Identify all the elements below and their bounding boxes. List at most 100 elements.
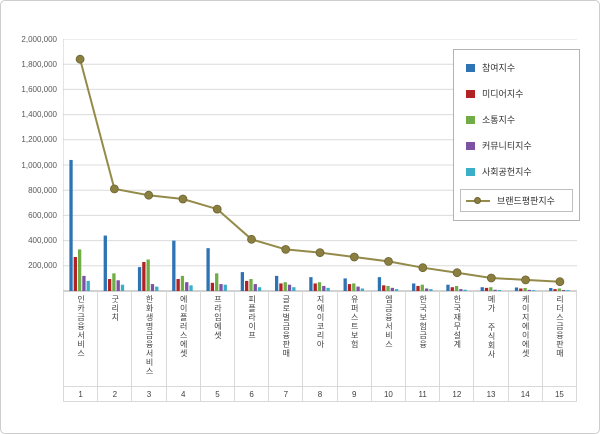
y-axis-label: 1,000,000 — [21, 160, 57, 170]
x-axis-category-labels: 인카금융서비스 굿리치 한화생명금융서비스 에이플러스에셋 프라임에셋 피플라이프 글로벌금… — [63, 291, 578, 387]
legend-item: 커뮤니티지수 — [466, 139, 567, 152]
category-label-text: 지에이코리아 — [316, 295, 326, 349]
bar-커뮤니티지수 — [322, 285, 326, 291]
bar-series-swatch-icon — [466, 141, 475, 150]
y-axis-label: 1,400,000 — [21, 110, 57, 120]
bar-사회공헌지수 — [497, 289, 502, 291]
legend-label: 사회공헌지수 — [482, 167, 532, 177]
line-marker — [384, 256, 393, 266]
bar-커뮤니티지수 — [390, 287, 394, 291]
bar-소통지수 — [523, 287, 527, 291]
bar-커뮤니티지수 — [116, 280, 120, 291]
category-label: 프라임에셋 — [201, 291, 236, 386]
rank-label: 6 — [235, 387, 270, 401]
bar-사회공헌지수 — [566, 290, 570, 291]
bar-소통지수 — [489, 287, 493, 291]
category-label-text: 굿리치 — [110, 295, 120, 322]
rank-label: 5 — [201, 387, 236, 401]
y-axis-label: 200,000 — [28, 261, 57, 271]
bar-series-swatch-icon — [466, 63, 475, 72]
bar-참여지수 — [309, 277, 313, 291]
bar-소통지수 — [215, 273, 219, 291]
bar-참여지수 — [514, 287, 519, 291]
category-label-text: 피플라이프 — [247, 295, 257, 340]
category-label-text: 리더스금융판매 — [555, 295, 565, 358]
bar-미디어지수 — [382, 285, 386, 291]
bar-소통지수 — [352, 283, 356, 291]
bar-커뮤니티지수 — [253, 284, 257, 291]
line-marker — [212, 204, 222, 214]
rank-label: 13 — [474, 387, 509, 401]
category-label-text: 유퍼스트보험 — [350, 295, 360, 349]
legend-item: 소통지수 — [466, 113, 567, 126]
rank-label: 9 — [338, 387, 372, 401]
bar-참여지수 — [240, 272, 245, 291]
rank-label: 3 — [132, 387, 167, 401]
category-label: 굿리치 — [98, 291, 133, 386]
line-marker — [418, 263, 428, 273]
bar-커뮤니티지수 — [82, 275, 86, 291]
y-axis-label: 1,800,000 — [21, 59, 57, 69]
bar-series-swatch-icon — [466, 115, 475, 124]
category-label: 한국재무설계 — [440, 291, 475, 386]
rank-label: 4 — [167, 387, 201, 401]
line-marker — [144, 190, 154, 200]
bar-미디어지수 — [519, 288, 523, 291]
line-marker — [315, 248, 325, 258]
category-label-text: 글로벌금융판매 — [281, 295, 291, 358]
bar-미디어지수 — [279, 283, 283, 291]
rank-label: 2 — [98, 387, 133, 401]
bar-미디어지수 — [210, 282, 215, 291]
bar-커뮤니티지수 — [287, 284, 292, 291]
y-axis-label: 800,000 — [28, 185, 57, 195]
bar-미디어지수 — [313, 283, 317, 291]
bar-참여지수 — [549, 287, 553, 291]
bar-소통지수 — [454, 285, 459, 291]
bar-미디어지수 — [553, 289, 557, 291]
bar-미디어지수 — [484, 287, 489, 291]
legend-label: 브랜드평판지수 — [497, 196, 555, 206]
category-label: 인카금융서비스 — [64, 291, 99, 386]
rank-label: 15 — [543, 387, 578, 401]
line-marker — [452, 268, 462, 278]
line-marker — [555, 277, 565, 287]
y-axis-label: 1,600,000 — [21, 84, 57, 94]
bar-참여지수 — [343, 278, 347, 291]
bar-사회공헌지수 — [257, 287, 262, 291]
category-label-text: 케이지에이에셋 — [521, 295, 531, 358]
legend-label: 미디어지수 — [482, 89, 524, 99]
bar-소통지수 — [386, 285, 390, 291]
y-axis-label: 600,000 — [28, 210, 57, 220]
bar-미디어지수 — [450, 287, 454, 291]
bar-커뮤니티지수 — [356, 286, 360, 291]
line-marker — [349, 252, 359, 262]
rank-label: 11 — [406, 387, 441, 401]
bar-소통지수 — [146, 259, 150, 291]
bar-참여지수 — [446, 284, 450, 291]
category-label: 글로벌금융판매 — [269, 291, 304, 386]
bar-참여지수 — [103, 235, 107, 291]
bar-참여지수 — [412, 283, 416, 291]
rank-label: 14 — [509, 387, 543, 401]
bar-사회공헌지수 — [394, 289, 399, 291]
line-marker — [247, 234, 256, 244]
category-label-text: 한국보험금융 — [418, 295, 428, 349]
bar-사회공헌지수 — [292, 287, 296, 291]
category-label-text: 인카금융서비스 — [76, 295, 86, 358]
category-label-text: 에이플러스에셋 — [179, 295, 189, 358]
category-label: 엠금융서비스 — [372, 291, 407, 386]
category-label: 메가 주식회사 — [474, 291, 509, 386]
bar-사회공헌지수 — [189, 285, 193, 291]
legend-label: 참여지수 — [482, 63, 516, 73]
bar-사회공헌지수 — [120, 284, 125, 291]
category-label: 피플라이프 — [235, 291, 270, 386]
bar-소통지수 — [420, 284, 424, 291]
y-axis-label: 1,200,000 — [21, 135, 57, 145]
bar-series-swatch-icon — [466, 167, 475, 176]
category-label: 유퍼스트보험 — [338, 291, 372, 386]
category-label: 한화생명금융서비스 — [132, 291, 167, 386]
bar-커뮤니티지수 — [527, 289, 532, 291]
rank-label: 8 — [303, 387, 338, 401]
bar-미디어지수 — [347, 284, 352, 291]
bar-참여지수 — [172, 240, 176, 291]
